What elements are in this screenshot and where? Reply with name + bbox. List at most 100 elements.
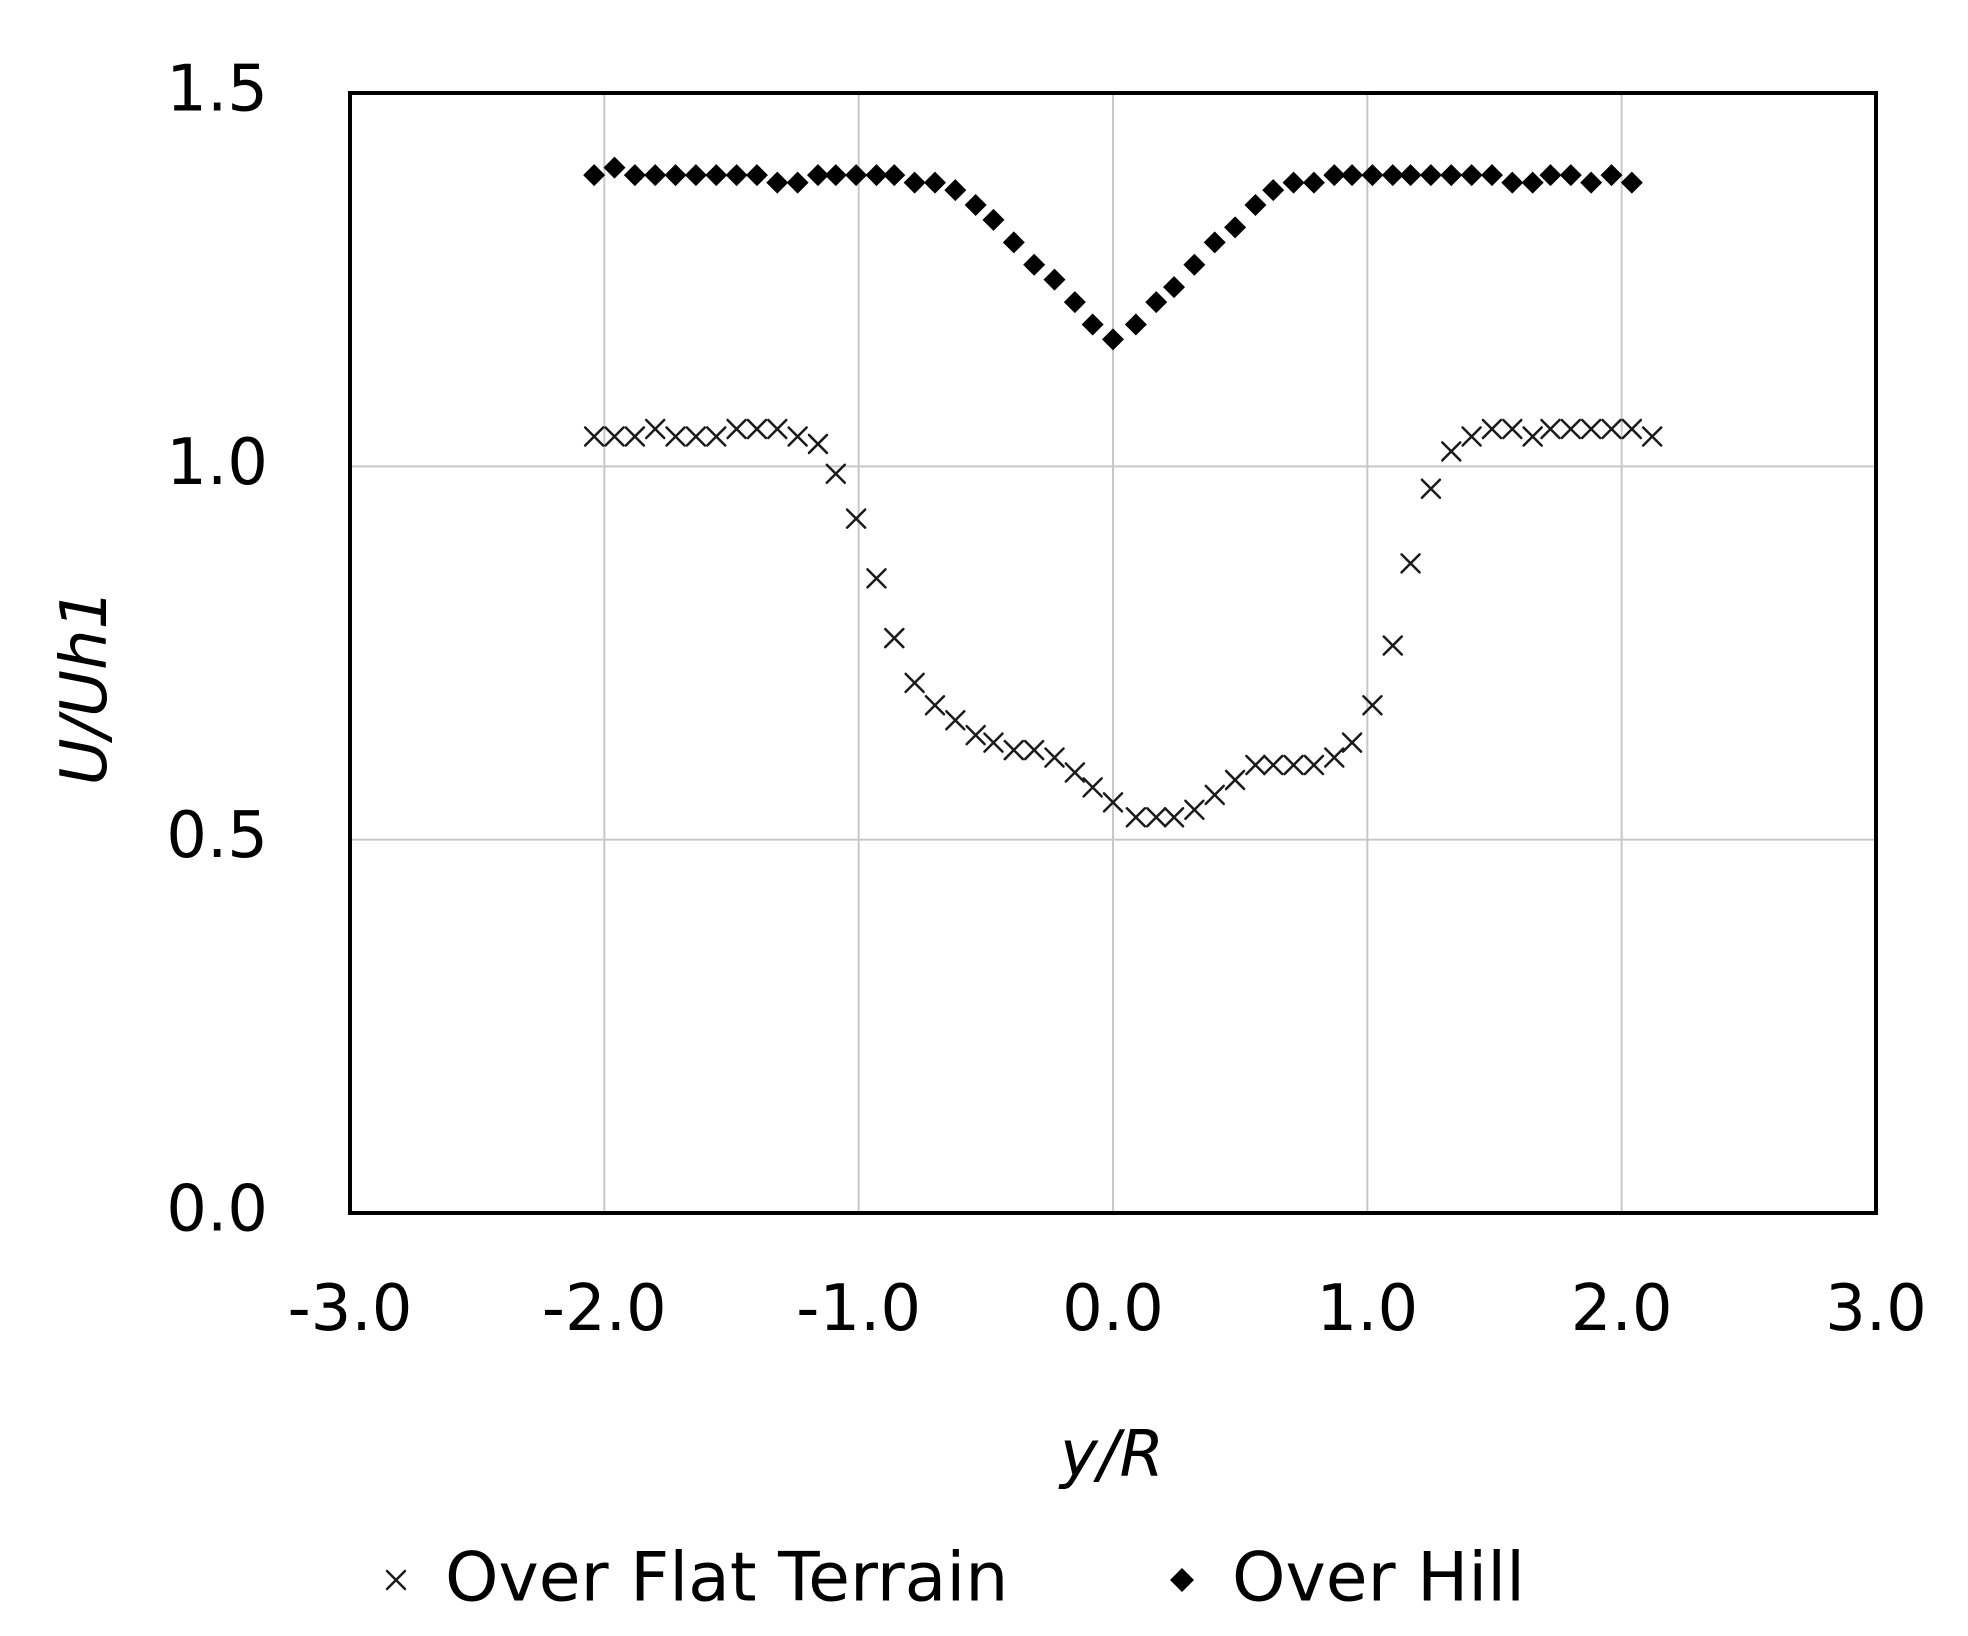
flat-terrain-point: [1580, 418, 1602, 440]
over-hill-point: [1480, 164, 1503, 187]
legend-label-flat-terrain: Over Flat Terrain: [445, 1539, 1008, 1618]
over-hill-point: [1559, 164, 1582, 187]
flat-terrain-point: [1125, 807, 1147, 828]
flat-terrain-point: [807, 433, 829, 455]
over-hill-point: [745, 164, 768, 187]
over-hill-point: [684, 164, 707, 187]
over-hill-point: [1399, 164, 1422, 187]
flat-terrain-point: [1400, 553, 1421, 574]
flat-terrain-point: [1102, 792, 1124, 813]
over-hill-point: [664, 164, 687, 187]
legend-x-icon: [385, 1569, 407, 1591]
flat-terrain-point: [746, 418, 768, 440]
over-hill-point: [1539, 164, 1562, 187]
over-hill-point: [1224, 216, 1247, 239]
over-hill-point: [1600, 164, 1623, 187]
over-hill-point: [1440, 164, 1463, 187]
flat-terrain-point: [685, 426, 707, 447]
over-hill-point: [766, 171, 789, 194]
over-hill-point: [1302, 171, 1325, 194]
over-hill-point: [1460, 164, 1483, 187]
over-hill-point: [944, 179, 967, 202]
over-hill-point: [644, 164, 667, 187]
over-hill-point: [1419, 164, 1442, 187]
y-tick-label: 0.0: [166, 1173, 268, 1247]
flat-terrain-point: [1540, 418, 1561, 440]
flat-terrain-point: [1145, 807, 1167, 828]
flat-terrain-point: [965, 724, 986, 746]
flat-terrain-point: [1003, 739, 1025, 761]
over-hill-point: [824, 164, 847, 187]
over-hill-point: [1521, 171, 1544, 194]
over-hill-point: [1145, 291, 1168, 314]
x-tick-label: 1.0: [1316, 1272, 1418, 1346]
tick-labels: -3.0 -2.0 -1.0 0.0 1.0 2.0 3.0 0.0 0.5 1.0 1.5: [166, 53, 1927, 1346]
flat-terrain-point: [604, 426, 625, 447]
over-hill-point: [982, 208, 1005, 231]
flat-terrain-point: [1362, 695, 1383, 716]
over-hill-point: [623, 164, 646, 187]
flat-terrain-point: [767, 418, 788, 440]
flat-terrain-point: [825, 463, 847, 485]
flat-terrain-point: [1023, 739, 1045, 761]
legend-label-over-hill: Over Hill: [1232, 1539, 1525, 1618]
data-points: [583, 156, 1663, 828]
flat-terrain-point: [945, 709, 966, 731]
y-tick-label: 1.5: [166, 53, 268, 127]
over-hill-point: [1323, 164, 1346, 187]
over-hill-point: [1081, 313, 1104, 336]
over-hill-point: [786, 171, 809, 194]
flat-terrain-point: [1560, 418, 1582, 440]
y-tick-label: 1.0: [166, 426, 268, 500]
over-hill-point: [583, 164, 606, 187]
over-hill-point: [865, 164, 888, 187]
x-tick-label: 0.0: [1062, 1272, 1164, 1346]
over-hill-point: [1244, 194, 1267, 216]
over-hill-point: [1023, 253, 1046, 276]
over-hill-point: [1063, 291, 1086, 314]
over-hill-point: [1501, 171, 1524, 194]
over-hill-point: [725, 164, 748, 187]
flat-terrain-point: [1283, 754, 1304, 776]
flat-terrain-point: [1044, 747, 1065, 768]
over-hill-point: [1002, 231, 1025, 254]
legend: Over Flat Terrain Over Hill: [385, 1539, 1525, 1618]
over-hill-point: [883, 164, 906, 187]
over-hill-point: [964, 194, 987, 216]
y-tick-label: 0.5: [166, 799, 268, 873]
over-hill-point: [1282, 171, 1305, 194]
flat-terrain-point: [1522, 426, 1543, 447]
flat-terrain-point: [983, 732, 1004, 753]
gridlines: [350, 93, 1876, 1213]
over-hill-point: [845, 164, 868, 187]
over-hill-point: [1102, 328, 1124, 351]
flat-terrain-point: [1082, 777, 1103, 798]
flat-terrain-point: [583, 426, 605, 447]
flat-terrain-point: [1324, 747, 1345, 768]
flat-terrain-point: [1481, 418, 1503, 440]
over-hill-point: [1203, 231, 1226, 254]
flat-terrain-point: [845, 508, 867, 529]
over-hill-point: [603, 156, 626, 179]
over-hill-point: [806, 164, 829, 187]
flat-terrain-point: [1502, 418, 1523, 440]
flat-terrain-point: [1341, 732, 1363, 753]
over-hill-point: [1620, 171, 1643, 194]
over-hill-point: [1580, 171, 1603, 194]
flat-terrain-point: [1420, 478, 1442, 499]
flat-terrain-point: [1641, 426, 1663, 447]
flat-terrain-point: [1382, 635, 1404, 656]
over-hill-point: [705, 164, 728, 187]
flat-terrain-point: [1184, 799, 1205, 821]
x-tick-label: -1.0: [796, 1272, 921, 1346]
over-hill-point: [903, 171, 926, 194]
flat-terrain-point: [1441, 441, 1462, 462]
flat-terrain-point: [1461, 426, 1482, 447]
over-hill-point: [1043, 268, 1066, 291]
over-hill-point: [1361, 164, 1384, 187]
flat-terrain-point: [1204, 784, 1225, 806]
x-tick-label: -2.0: [542, 1272, 667, 1346]
flat-terrain-point: [1303, 754, 1325, 776]
